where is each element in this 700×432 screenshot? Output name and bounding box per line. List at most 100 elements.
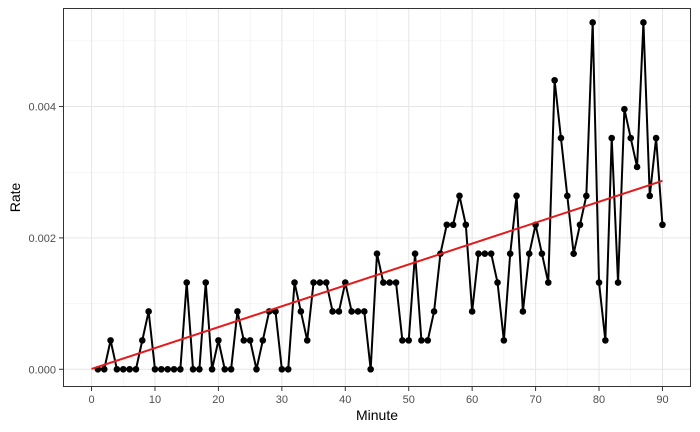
- data-point: [316, 279, 324, 286]
- y-tick-label: 0.000: [28, 364, 56, 376]
- x-tick-label: 70: [529, 394, 541, 406]
- data-point: [107, 337, 114, 344]
- data-point: [411, 250, 419, 257]
- x-tick-label: 20: [212, 394, 224, 406]
- data-point: [456, 192, 463, 200]
- y-tick-label: 0.004: [28, 102, 56, 114]
- data-point: [500, 337, 508, 344]
- data-point: [253, 365, 260, 373]
- data-point: [170, 365, 178, 373]
- data-point: [386, 279, 393, 286]
- series-line: [97, 21, 664, 371]
- data-point: [583, 192, 590, 200]
- data-point: [215, 337, 222, 344]
- data-point: [158, 365, 165, 373]
- data-point: [570, 250, 577, 257]
- data-point: [468, 308, 476, 315]
- data-point: [487, 250, 495, 257]
- data-point: [506, 250, 514, 257]
- data-point: [475, 250, 482, 257]
- data-point: [544, 279, 552, 286]
- data-point: [113, 365, 121, 373]
- data-point: [627, 134, 635, 142]
- data-point: [310, 279, 317, 286]
- data-point: [151, 365, 159, 373]
- x-tick-label: 50: [403, 394, 415, 406]
- data-point: [284, 365, 292, 373]
- data-point: [100, 365, 108, 373]
- data-point: [602, 337, 609, 344]
- panel-border: [63, 8, 691, 387]
- data-point: [621, 105, 628, 113]
- tick-labels: 0 10 20 30 40 50 60 70 80 90 0.000 0.002 0.004: [28, 102, 668, 406]
- data-point: [354, 308, 362, 315]
- y-axis-title: Rate: [7, 183, 23, 213]
- x-tick-label: 10: [149, 394, 161, 406]
- data-point: [208, 365, 216, 373]
- x-tick-label: 40: [339, 394, 351, 406]
- data-point: [405, 337, 413, 344]
- data-point: [659, 221, 666, 229]
- data-point: [399, 337, 406, 344]
- data-point: [633, 163, 641, 171]
- data-point: [119, 365, 127, 373]
- data-point: [430, 308, 438, 315]
- data-point: [227, 365, 235, 373]
- data-point: [246, 337, 254, 344]
- data-point: [322, 279, 330, 286]
- data-point: [640, 19, 647, 26]
- data-point: [183, 279, 190, 286]
- data-point: [551, 76, 558, 84]
- data-point: [361, 308, 368, 315]
- data-point: [303, 337, 311, 344]
- data-point: [564, 192, 571, 200]
- data-point: [259, 337, 267, 344]
- data-point: [240, 337, 248, 344]
- data-point: [138, 337, 146, 344]
- data-point: [145, 308, 152, 315]
- data-point: [392, 279, 400, 286]
- x-tick-label: 30: [276, 394, 288, 406]
- data-point: [652, 134, 660, 142]
- data-point: [348, 308, 355, 315]
- data-point: [449, 221, 457, 229]
- data-point: [608, 134, 616, 142]
- y-tick-label: 0.002: [28, 233, 56, 245]
- data-point: [126, 365, 133, 373]
- data-point: [234, 308, 241, 315]
- data-point: [589, 19, 596, 26]
- data-point: [443, 221, 451, 229]
- data-point: [132, 365, 140, 373]
- data-point: [297, 308, 305, 315]
- data-point: [525, 250, 533, 257]
- trend-line-group: [91, 179, 663, 370]
- data-point: [164, 365, 171, 373]
- data-point: [557, 134, 565, 142]
- x-tick-label: 80: [593, 394, 605, 406]
- data-point: [494, 279, 501, 286]
- data-point: [221, 365, 229, 373]
- data-point: [202, 279, 210, 286]
- data-point: [462, 221, 470, 229]
- data-point: [373, 250, 381, 257]
- data-point: [329, 308, 336, 315]
- data-point: [189, 365, 197, 373]
- data-point: [196, 365, 203, 373]
- x-tick-label: 0: [88, 394, 94, 406]
- data-point: [418, 337, 425, 344]
- data-point: [614, 279, 622, 286]
- data-point: [177, 365, 184, 373]
- data-point: [646, 192, 654, 200]
- data-point: [424, 337, 432, 344]
- data-point: [335, 308, 343, 315]
- data-point: [519, 308, 527, 315]
- data-point: [595, 279, 603, 286]
- data-point: [538, 250, 546, 257]
- trend-line: [91, 179, 663, 370]
- data-point: [291, 279, 298, 286]
- axis-ticks: [59, 106, 663, 391]
- x-axis-title: Minute: [356, 407, 398, 423]
- data-point: [380, 279, 387, 286]
- data-point: [278, 365, 286, 373]
